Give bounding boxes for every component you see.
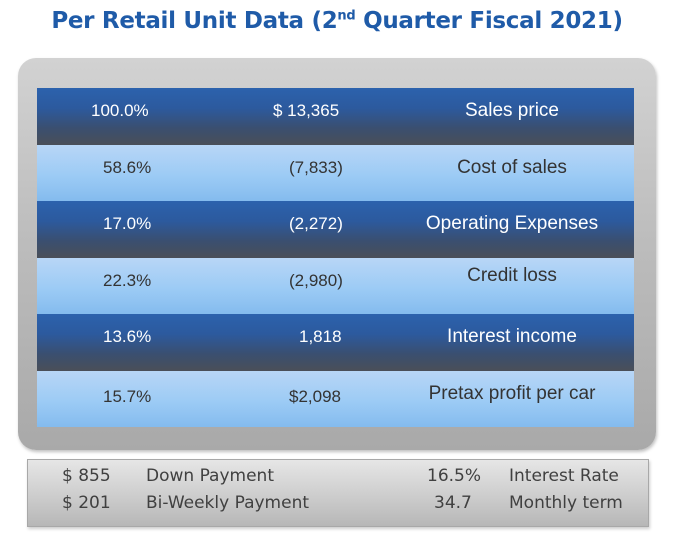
table-row: 15.7% $2,098 Pretax profit per car xyxy=(37,370,634,427)
monthly-term-label: Monthly term xyxy=(509,493,623,513)
interest-rate-value: 16.5% xyxy=(427,466,482,486)
page-title: Per Retail Unit Data (2nd Quarter Fiscal… xyxy=(0,8,674,34)
table-row: 22.3% (2,980) Credit loss xyxy=(37,257,634,314)
row-amount: $2,098 xyxy=(289,386,341,406)
row-percent: 58.6% xyxy=(103,157,152,177)
row-percent: 22.3% xyxy=(103,270,152,290)
interest-rate-label: Interest Rate xyxy=(509,466,619,486)
row-label: Sales price xyxy=(465,100,559,121)
table-row: 58.6% (7,833) Cost of sales xyxy=(37,144,634,201)
row-amount: $ 13,365 xyxy=(273,101,340,120)
title-rest: Quarter Fiscal 2021) xyxy=(355,8,623,34)
row-label: Operating Expenses xyxy=(425,213,599,234)
row-label: Pretax profit per car xyxy=(428,382,596,404)
down-payment-value: $ 855 xyxy=(62,466,111,486)
table-row: 17.0% (2,272) Operating Expenses xyxy=(37,201,634,258)
row-amount: (7,833) xyxy=(289,157,343,177)
row-amount: 1,818 xyxy=(299,327,342,346)
row-percent: 15.7% xyxy=(103,386,152,406)
table-row: 13.6% 1,818 Interest income xyxy=(37,314,634,371)
row-percent: 100.0% xyxy=(91,101,149,120)
down-payment-label: Down Payment xyxy=(146,466,274,486)
row-percent: 13.6% xyxy=(103,327,152,346)
title-main: Per Retail Unit Data (2 xyxy=(51,8,338,34)
row-amount: (2,272) xyxy=(289,214,343,233)
payment-summary-panel: $ 855 Down Payment $ 201 Bi-Weekly Payme… xyxy=(27,459,649,527)
monthly-term-value: 34.7 xyxy=(434,493,472,513)
row-label: Credit loss xyxy=(467,264,557,286)
row-label: Interest income xyxy=(447,326,577,347)
unit-data-table: 100.0% $ 13,365 Sales price 58.6% (7,833… xyxy=(37,88,634,427)
table-row: 100.0% $ 13,365 Sales price xyxy=(37,88,634,145)
row-label: Cost of sales xyxy=(457,156,567,178)
biweekly-payment-label: Bi-Weekly Payment xyxy=(146,493,310,513)
biweekly-payment-value: $ 201 xyxy=(62,493,111,513)
row-percent: 17.0% xyxy=(103,214,152,233)
title-superscript: nd xyxy=(337,8,356,24)
row-amount: (2,980) xyxy=(289,270,343,290)
